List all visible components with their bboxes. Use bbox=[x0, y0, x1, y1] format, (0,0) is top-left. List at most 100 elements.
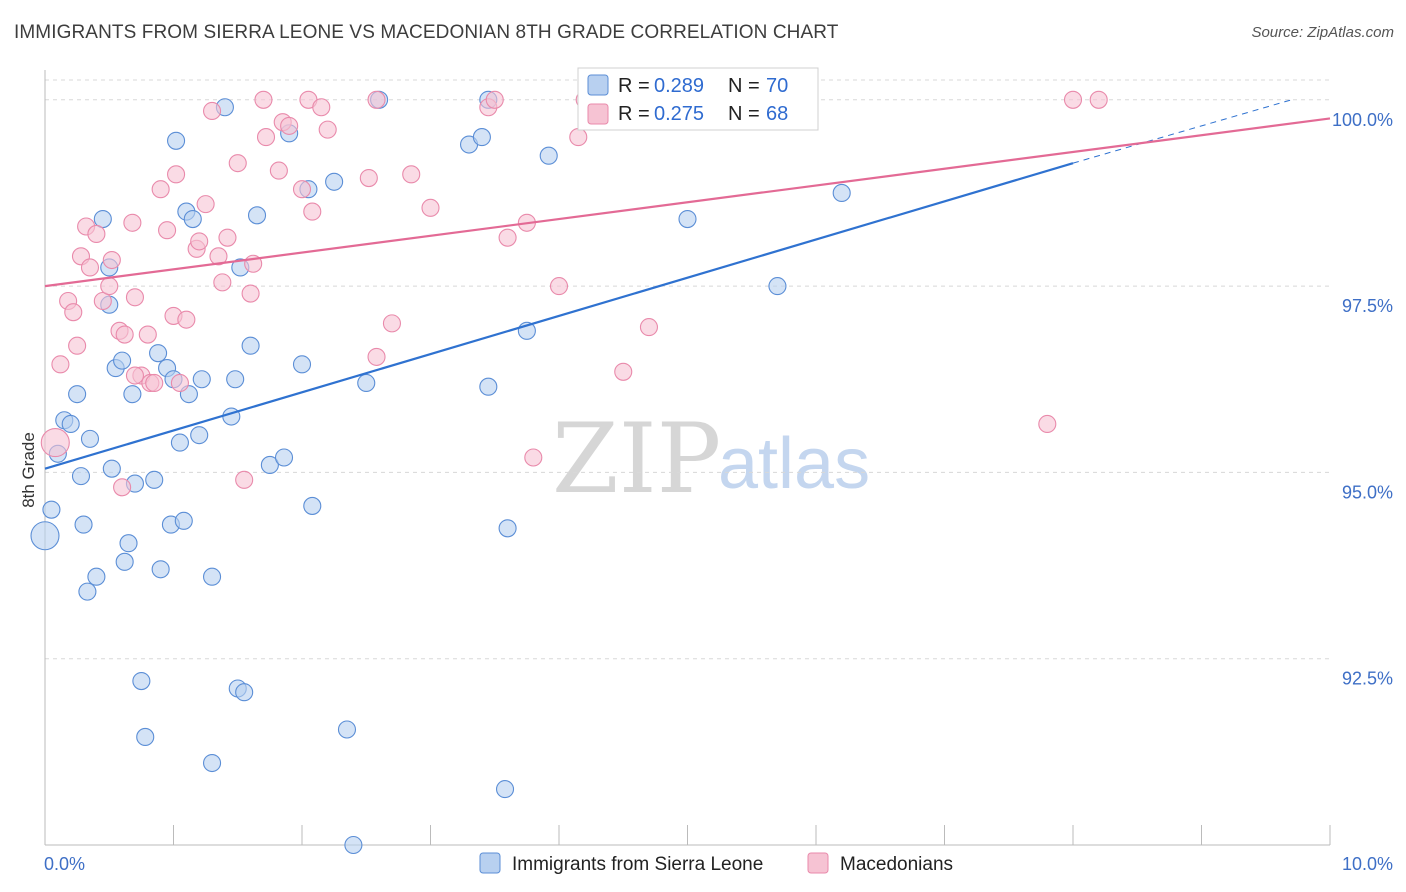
point-sierra-leone bbox=[174, 511, 193, 530]
point-sierra-leone bbox=[93, 209, 112, 229]
point-macedonians bbox=[280, 116, 299, 135]
point-macedonians bbox=[1063, 90, 1083, 109]
stats-legend-box bbox=[577, 67, 819, 131]
legend-n-value-pink: 68 bbox=[766, 103, 788, 125]
trend-line-sierra-leone-extension bbox=[1072, 99, 1292, 164]
y-tick-label: 95.0% bbox=[1342, 482, 1393, 502]
point-macedonians bbox=[256, 128, 276, 147]
point-sierra-leone bbox=[183, 209, 202, 229]
legend-r-label-blue: R = bbox=[618, 75, 650, 97]
point-macedonians bbox=[1089, 90, 1108, 109]
legend-swatch-blue bbox=[587, 74, 609, 96]
point-macedonians bbox=[125, 288, 144, 307]
point-sierra-leone bbox=[768, 277, 787, 296]
trend-line-macedonians bbox=[44, 117, 1331, 288]
legend-r-label-pink: R = bbox=[618, 103, 650, 125]
point-sierra-leone bbox=[325, 172, 344, 191]
point-sierra-leone bbox=[132, 672, 151, 691]
point-macedonians bbox=[614, 362, 633, 381]
point-sierra-leone bbox=[303, 496, 322, 515]
bottom-legend-swatch-blue bbox=[479, 852, 501, 874]
legend-n-label-blue: N = bbox=[728, 75, 760, 97]
point-sierra-leone bbox=[678, 209, 697, 229]
point-sierra-leone bbox=[344, 835, 363, 855]
legend-n-value-blue: 70 bbox=[766, 75, 788, 97]
bottom-legend-swatch-pink bbox=[807, 852, 829, 874]
point-macedonians bbox=[382, 314, 402, 333]
point-sierra-leone bbox=[71, 467, 91, 486]
point-macedonians bbox=[498, 228, 517, 247]
point-sierra-leone bbox=[498, 519, 517, 538]
point-sierra-leone bbox=[115, 552, 134, 571]
point-macedonians bbox=[145, 373, 164, 393]
point-sierra-leone bbox=[145, 470, 164, 489]
stats-legend: R = 0.289 N = 70 R = 0.275 N = 68 bbox=[577, 67, 819, 131]
legend-swatch-pink bbox=[587, 103, 609, 125]
point-macedonians bbox=[170, 373, 189, 393]
bottom-legend-label-pink: Macedonians bbox=[840, 854, 953, 875]
point-sierra-leone bbox=[247, 206, 267, 225]
point-macedonians bbox=[569, 128, 588, 147]
y-tick-label: 92.5% bbox=[1342, 669, 1393, 689]
point-macedonians bbox=[40, 428, 70, 458]
point-sierra-leone bbox=[61, 414, 80, 434]
series-sierra-leone bbox=[30, 90, 851, 855]
point-macedonians bbox=[485, 90, 504, 109]
y-axis-label: 8th Grade bbox=[19, 432, 38, 508]
series-legend: Immigrants from Sierra Leone Macedonians bbox=[479, 852, 953, 875]
point-sierra-leone bbox=[78, 582, 97, 601]
point-macedonians bbox=[51, 355, 70, 374]
trend-line-sierra-leone bbox=[44, 162, 1074, 470]
point-sierra-leone bbox=[203, 567, 222, 586]
point-sierra-leone bbox=[260, 455, 279, 475]
x-tick-label-max: 10.0% bbox=[1342, 854, 1393, 874]
point-macedonians bbox=[68, 336, 87, 355]
point-macedonians bbox=[241, 284, 260, 303]
point-sierra-leone bbox=[357, 373, 376, 393]
point-sierra-leone bbox=[136, 727, 155, 746]
point-macedonians bbox=[367, 347, 386, 366]
watermark-zip: ZIP bbox=[552, 403, 721, 515]
point-sierra-leone bbox=[192, 370, 211, 389]
axes bbox=[44, 70, 1331, 846]
point-sierra-leone bbox=[226, 370, 245, 389]
series-macedonians bbox=[40, 90, 1108, 497]
point-sierra-leone bbox=[149, 344, 168, 363]
point-macedonians bbox=[203, 101, 222, 121]
point-macedonians bbox=[292, 180, 312, 199]
point-sierra-leone bbox=[30, 521, 60, 551]
legend-n-label-pink: N = bbox=[728, 103, 760, 125]
point-macedonians bbox=[100, 277, 119, 296]
point-macedonians bbox=[312, 98, 331, 117]
point-sierra-leone bbox=[113, 351, 132, 370]
point-sierra-leone bbox=[80, 429, 100, 448]
point-sierra-leone bbox=[190, 426, 209, 445]
y-tick-label: 100.0% bbox=[1332, 110, 1393, 130]
point-macedonians bbox=[115, 325, 134, 344]
watermark: ZIP atlas bbox=[552, 403, 870, 515]
point-macedonians bbox=[151, 180, 170, 199]
y-tick-label: 97.5% bbox=[1342, 296, 1393, 316]
point-sierra-leone bbox=[203, 753, 222, 773]
point-macedonians bbox=[102, 250, 121, 270]
point-macedonians bbox=[64, 303, 83, 322]
point-sierra-leone bbox=[495, 780, 515, 799]
point-macedonians bbox=[190, 232, 209, 251]
point-macedonians bbox=[1038, 414, 1057, 434]
point-macedonians bbox=[524, 448, 543, 467]
point-sierra-leone bbox=[539, 146, 558, 165]
point-macedonians bbox=[549, 277, 569, 296]
point-macedonians bbox=[421, 198, 440, 217]
x-tick-labels: 0.0% 10.0% bbox=[44, 854, 1393, 874]
point-macedonians bbox=[228, 154, 247, 173]
point-macedonians bbox=[113, 478, 132, 497]
point-sierra-leone bbox=[74, 515, 93, 534]
point-sierra-leone bbox=[479, 377, 498, 396]
point-sierra-leone bbox=[241, 336, 260, 355]
watermark-atlas: atlas bbox=[718, 424, 870, 504]
point-macedonians bbox=[359, 169, 378, 188]
point-sierra-leone bbox=[292, 355, 312, 374]
point-macedonians bbox=[177, 310, 196, 329]
point-sierra-leone bbox=[151, 560, 170, 579]
